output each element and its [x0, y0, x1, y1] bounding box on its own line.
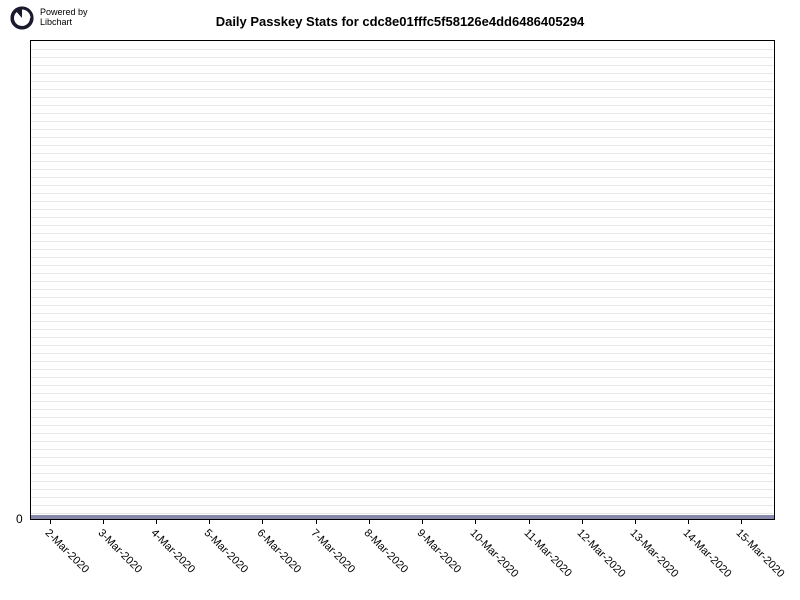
chart-title: Daily Passkey Stats for cdc8e01fffc5f581… [0, 14, 800, 29]
grid-line [31, 177, 774, 178]
grid-line [31, 265, 774, 266]
grid-line [31, 441, 774, 442]
x-axis-label: 4-Mar-2020 [149, 527, 198, 576]
grid-line [31, 129, 774, 130]
x-axis-label: 5-Mar-2020 [202, 527, 251, 576]
chart-gridlines [31, 41, 774, 519]
grid-line [31, 473, 774, 474]
x-tick [582, 519, 583, 524]
grid-line [31, 217, 774, 218]
x-axis-label: 14-Mar-2020 [681, 527, 734, 580]
grid-line [31, 361, 774, 362]
grid-line [31, 73, 774, 74]
grid-line [31, 169, 774, 170]
x-axis-label: 9-Mar-2020 [415, 527, 464, 576]
grid-line [31, 209, 774, 210]
grid-line [31, 145, 774, 146]
grid-line [31, 137, 774, 138]
grid-line [31, 225, 774, 226]
x-tick [529, 519, 530, 524]
x-axis-label: 2-Mar-2020 [42, 527, 91, 576]
grid-line [31, 353, 774, 354]
x-tick [316, 519, 317, 524]
x-tick [475, 519, 476, 524]
grid-line [31, 249, 774, 250]
x-axis-label: 10-Mar-2020 [468, 527, 521, 580]
x-axis-label: 7-Mar-2020 [308, 527, 357, 576]
grid-line [31, 113, 774, 114]
grid-line [31, 105, 774, 106]
x-tick [635, 519, 636, 524]
chart-plot-area [30, 40, 775, 520]
grid-line [31, 369, 774, 370]
grid-line [31, 505, 774, 506]
grid-line [31, 417, 774, 418]
grid-line [31, 313, 774, 314]
grid-line [31, 385, 774, 386]
grid-line [31, 97, 774, 98]
grid-line [31, 193, 774, 194]
x-tick [209, 519, 210, 524]
grid-line [31, 329, 774, 330]
grid-line [31, 337, 774, 338]
x-tick [741, 519, 742, 524]
grid-line [31, 289, 774, 290]
grid-line [31, 153, 774, 154]
x-tick [422, 519, 423, 524]
grid-line [31, 345, 774, 346]
grid-line [31, 449, 774, 450]
grid-line [31, 305, 774, 306]
grid-line [31, 161, 774, 162]
y-axis-label-0: 0 [16, 512, 23, 526]
x-tick [50, 519, 51, 524]
grid-line [31, 257, 774, 258]
grid-line [31, 321, 774, 322]
grid-line [31, 281, 774, 282]
x-axis-label: 11-Mar-2020 [521, 527, 573, 579]
grid-line [31, 273, 774, 274]
grid-line [31, 425, 774, 426]
grid-line [31, 465, 774, 466]
grid-line [31, 89, 774, 90]
grid-line [31, 201, 774, 202]
x-tick [369, 519, 370, 524]
grid-line [31, 233, 774, 234]
grid-line [31, 377, 774, 378]
x-axis-label: 8-Mar-2020 [361, 527, 410, 576]
x-tick [156, 519, 157, 524]
grid-line [31, 393, 774, 394]
grid-line [31, 433, 774, 434]
grid-line [31, 121, 774, 122]
x-tick [103, 519, 104, 524]
x-axis-label: 15-Mar-2020 [734, 527, 787, 580]
grid-line [31, 513, 774, 514]
x-axis-label: 6-Mar-2020 [255, 527, 304, 576]
grid-line [31, 81, 774, 82]
grid-line [31, 497, 774, 498]
x-axis-label: 12-Mar-2020 [574, 527, 627, 580]
grid-line [31, 241, 774, 242]
grid-line [31, 489, 774, 490]
grid-line [31, 185, 774, 186]
x-tick [262, 519, 263, 524]
x-axis-label: 13-Mar-2020 [627, 527, 680, 580]
x-axis-label: 3-Mar-2020 [95, 527, 144, 576]
x-tick [688, 519, 689, 524]
grid-line [31, 57, 774, 58]
grid-line [31, 457, 774, 458]
grid-line [31, 409, 774, 410]
grid-line [31, 65, 774, 66]
grid-line [31, 297, 774, 298]
chart-bottom-accent [31, 515, 774, 519]
grid-line [31, 49, 774, 50]
grid-line [31, 401, 774, 402]
grid-line [31, 481, 774, 482]
